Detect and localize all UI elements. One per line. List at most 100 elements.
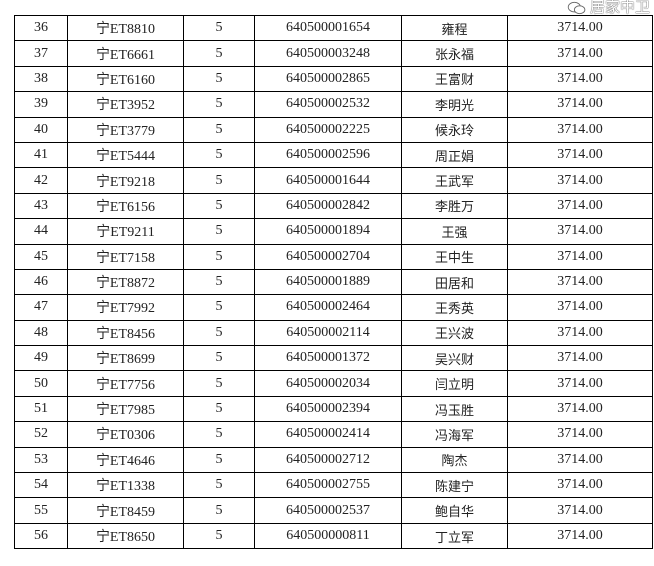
row-number-cell: 38 xyxy=(14,65,68,93)
plate-number-cell: 宁ET6661 xyxy=(67,40,184,67)
row-number-cell: 51 xyxy=(14,395,68,423)
person-name-cell: 李胜万 xyxy=(401,192,508,220)
table-row: 49 宁ET8699 5 640500001372 吴兴财 3714.00 xyxy=(14,345,653,372)
count-cell: 5 xyxy=(183,370,255,397)
account-id-cell: 640500000811 xyxy=(254,522,402,550)
plate-number-cell: 宁ET7992 xyxy=(67,294,184,321)
count-cell: 5 xyxy=(183,192,255,220)
person-name-cell: 王秀英 xyxy=(401,294,508,321)
count-cell: 5 xyxy=(183,319,255,347)
count-cell: 5 xyxy=(183,421,255,448)
account-id-cell: 640500002114 xyxy=(254,319,402,347)
amount-cell: 3714.00 xyxy=(507,268,653,296)
account-id-cell: 640500002464 xyxy=(254,294,402,321)
account-id-cell: 640500002532 xyxy=(254,91,402,118)
person-name-cell: 王中生 xyxy=(401,243,508,270)
count-cell: 5 xyxy=(183,91,255,118)
person-name-cell: 陶杰 xyxy=(401,446,508,474)
amount-cell: 3714.00 xyxy=(507,522,653,550)
row-number-cell: 49 xyxy=(14,345,68,372)
amount-cell: 3714.00 xyxy=(507,65,653,93)
table-row: 40 宁ET3779 5 640500002225 候永玲 3714.00 xyxy=(14,116,653,143)
plate-number-cell: 宁ET3952 xyxy=(67,91,184,118)
person-name-cell: 鲍自华 xyxy=(401,497,508,524)
watermark: 居家中卫 xyxy=(567,0,650,15)
account-id-cell: 640500002394 xyxy=(254,395,402,423)
plate-number-cell: 宁ET9218 xyxy=(67,167,184,194)
table-row: 45 宁ET7158 5 640500002704 王中生 3714.00 xyxy=(14,243,653,270)
count-cell: 5 xyxy=(183,65,255,93)
plate-number-cell: 宁ET7985 xyxy=(67,395,184,423)
table-row: 42 宁ET9218 5 640500001644 王武军 3714.00 xyxy=(14,167,653,194)
row-number-cell: 53 xyxy=(14,446,68,474)
plate-number-cell: 宁ET0306 xyxy=(67,421,184,448)
plate-number-cell: 宁ET8459 xyxy=(67,497,184,524)
person-name-cell: 雍程 xyxy=(401,14,508,42)
account-id-cell: 640500002755 xyxy=(254,472,402,499)
person-name-cell: 田居和 xyxy=(401,268,508,296)
amount-cell: 3714.00 xyxy=(507,446,653,474)
amount-cell: 3714.00 xyxy=(507,472,653,499)
amount-cell: 3714.00 xyxy=(507,40,653,67)
amount-cell: 3714.00 xyxy=(507,218,653,245)
count-cell: 5 xyxy=(183,268,255,296)
account-id-cell: 640500002596 xyxy=(254,141,402,169)
amount-cell: 3714.00 xyxy=(507,167,653,194)
plate-number-cell: 宁ET8650 xyxy=(67,522,184,550)
row-number-cell: 36 xyxy=(14,14,68,42)
account-id-cell: 640500002414 xyxy=(254,421,402,448)
count-cell: 5 xyxy=(183,497,255,524)
row-number-cell: 44 xyxy=(14,218,68,245)
row-number-cell: 47 xyxy=(14,294,68,321)
count-cell: 5 xyxy=(183,472,255,499)
plate-number-cell: 宁ET6160 xyxy=(67,65,184,93)
count-cell: 5 xyxy=(183,218,255,245)
table-row: 50 宁ET7756 5 640500002034 闫立明 3714.00 xyxy=(14,370,653,397)
plate-number-cell: 宁ET8699 xyxy=(67,345,184,372)
table-row: 46 宁ET8872 5 640500001889 田居和 3714.00 xyxy=(14,268,653,296)
row-number-cell: 45 xyxy=(14,243,68,270)
table-row: 41 宁ET5444 5 640500002596 周正娟 3714.00 xyxy=(14,141,653,169)
person-name-cell: 王强 xyxy=(401,218,508,245)
count-cell: 5 xyxy=(183,294,255,321)
count-cell: 5 xyxy=(183,141,255,169)
table-row: 55 宁ET8459 5 640500002537 鲍自华 3714.00 xyxy=(14,497,653,524)
account-id-cell: 640500003248 xyxy=(254,40,402,67)
plate-number-cell: 宁ET7756 xyxy=(67,370,184,397)
account-id-cell: 640500002034 xyxy=(254,370,402,397)
table-row: 37 宁ET6661 5 640500003248 张永福 3714.00 xyxy=(14,40,653,67)
data-table: 36 宁ET8810 5 640500001654 雍程 3714.00 37 宁ET6661… xyxy=(14,14,653,550)
row-number-cell: 37 xyxy=(14,40,68,67)
account-id-cell: 640500002865 xyxy=(254,65,402,93)
person-name-cell: 吴兴财 xyxy=(401,345,508,372)
row-number-cell: 50 xyxy=(14,370,68,397)
row-number-cell: 39 xyxy=(14,91,68,118)
person-name-cell: 王武军 xyxy=(401,167,508,194)
count-cell: 5 xyxy=(183,243,255,270)
person-name-cell: 陈建宁 xyxy=(401,472,508,499)
amount-cell: 3714.00 xyxy=(507,421,653,448)
amount-cell: 3714.00 xyxy=(507,345,653,372)
row-number-cell: 41 xyxy=(14,141,68,169)
amount-cell: 3714.00 xyxy=(507,192,653,220)
wechat-icon xyxy=(567,1,586,14)
row-number-cell: 40 xyxy=(14,116,68,143)
account-id-cell: 640500002225 xyxy=(254,116,402,143)
person-name-cell: 闫立明 xyxy=(401,370,508,397)
person-name-cell: 候永玲 xyxy=(401,116,508,143)
table-row: 48 宁ET8456 5 640500002114 王兴波 3714.00 xyxy=(14,319,653,347)
amount-cell: 3714.00 xyxy=(507,243,653,270)
plate-number-cell: 宁ET6156 xyxy=(67,192,184,220)
plate-number-cell: 宁ET9211 xyxy=(67,218,184,245)
person-name-cell: 李明光 xyxy=(401,91,508,118)
row-number-cell: 43 xyxy=(14,192,68,220)
table-row: 36 宁ET8810 5 640500001654 雍程 3714.00 xyxy=(14,14,653,42)
count-cell: 5 xyxy=(183,395,255,423)
count-cell: 5 xyxy=(183,522,255,550)
amount-cell: 3714.00 xyxy=(507,116,653,143)
row-number-cell: 54 xyxy=(14,472,68,499)
account-id-cell: 640500001894 xyxy=(254,218,402,245)
person-name-cell: 冯玉胜 xyxy=(401,395,508,423)
account-id-cell: 640500002842 xyxy=(254,192,402,220)
row-number-cell: 42 xyxy=(14,167,68,194)
